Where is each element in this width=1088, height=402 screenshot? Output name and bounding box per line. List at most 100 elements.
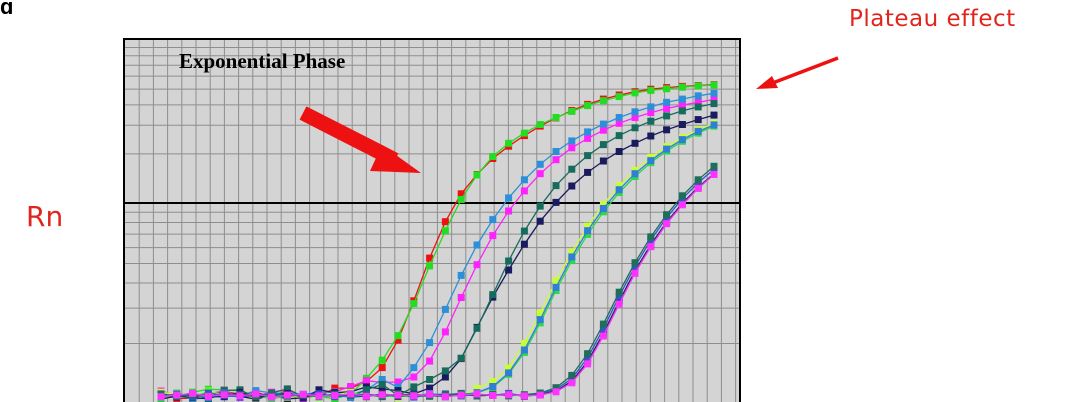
data-point [173, 391, 181, 399]
data-point [489, 232, 497, 240]
data-point [694, 176, 702, 184]
data-point [631, 124, 639, 132]
chart-title: Exponential Phase [179, 49, 346, 73]
data-point [647, 86, 655, 94]
data-point [157, 393, 165, 401]
data-point [647, 233, 655, 241]
data-point [710, 89, 718, 97]
data-point [584, 360, 592, 368]
data-point [410, 364, 418, 372]
data-point [505, 266, 513, 274]
data-point [552, 156, 560, 164]
data-point [457, 354, 465, 362]
data-point [694, 103, 702, 111]
data-point [394, 332, 402, 340]
data-point [204, 392, 212, 400]
data-point [663, 85, 671, 93]
exponential-phase-arrow [299, 106, 421, 173]
data-point [505, 369, 513, 377]
data-point [378, 356, 386, 364]
data-point [394, 336, 402, 344]
data-point [505, 364, 513, 372]
data-point [568, 137, 576, 145]
data-point [505, 139, 513, 147]
data-point [568, 253, 576, 261]
data-point [615, 300, 623, 308]
data-point [520, 227, 528, 235]
data-point [457, 391, 465, 399]
data-point [615, 182, 623, 190]
data-point [441, 367, 449, 375]
data-point [694, 184, 702, 192]
data-point [505, 257, 513, 265]
data-point [378, 364, 386, 372]
data-point [331, 384, 339, 392]
data-point [710, 121, 718, 129]
edge-glyph: g [0, 0, 12, 14]
data-point [615, 119, 623, 127]
data-point [489, 383, 497, 390]
data-point [536, 160, 544, 168]
data-point [489, 392, 497, 399]
data-point [631, 89, 639, 97]
data-point [536, 391, 544, 399]
data-point [615, 292, 623, 300]
data-point [663, 211, 671, 219]
data-point [552, 114, 560, 121]
data-point [520, 392, 528, 400]
data-point [505, 194, 513, 202]
data-point [694, 116, 702, 124]
data-point [599, 97, 607, 105]
data-point [315, 386, 323, 394]
data-point [568, 144, 576, 152]
data-point [552, 182, 560, 190]
data-point [584, 102, 592, 110]
data-point [410, 373, 418, 381]
data-point [331, 392, 339, 399]
data-point [678, 83, 686, 91]
data-point [678, 136, 686, 144]
data-point [457, 271, 465, 279]
data-point [663, 112, 671, 120]
data-point [584, 128, 592, 136]
data-point [378, 380, 386, 388]
data-point [694, 92, 702, 100]
data-point [710, 81, 718, 89]
data-point [694, 82, 702, 90]
data-point [252, 390, 260, 398]
data-point [599, 120, 607, 128]
data-point [441, 393, 449, 401]
data-point [615, 132, 623, 140]
data-point [315, 392, 323, 400]
data-point [505, 391, 513, 399]
data-point [536, 309, 544, 317]
data-point [457, 190, 465, 198]
data-point [410, 392, 418, 400]
plot-area: Exponential Phase [123, 38, 741, 402]
data-point [710, 96, 718, 103]
data-point [299, 390, 307, 398]
data-point [220, 391, 228, 399]
data-point [663, 98, 671, 106]
data-point [615, 186, 623, 194]
data-point [378, 385, 386, 393]
data-point [520, 187, 528, 195]
data-point [631, 262, 639, 270]
data-point [536, 170, 544, 178]
data-point [268, 393, 276, 401]
data-point [584, 152, 592, 160]
data-point [678, 107, 686, 115]
data-point [236, 392, 244, 400]
data-point [615, 114, 623, 121]
data-point [410, 300, 418, 308]
y-axis-label: Rn [26, 200, 64, 233]
data-point [441, 328, 449, 336]
data-point [362, 377, 370, 385]
data-point [678, 101, 686, 109]
data-point [599, 320, 607, 328]
data-point [473, 171, 481, 179]
data-point [678, 121, 686, 128]
data-point [426, 384, 434, 392]
data-point [599, 200, 607, 208]
